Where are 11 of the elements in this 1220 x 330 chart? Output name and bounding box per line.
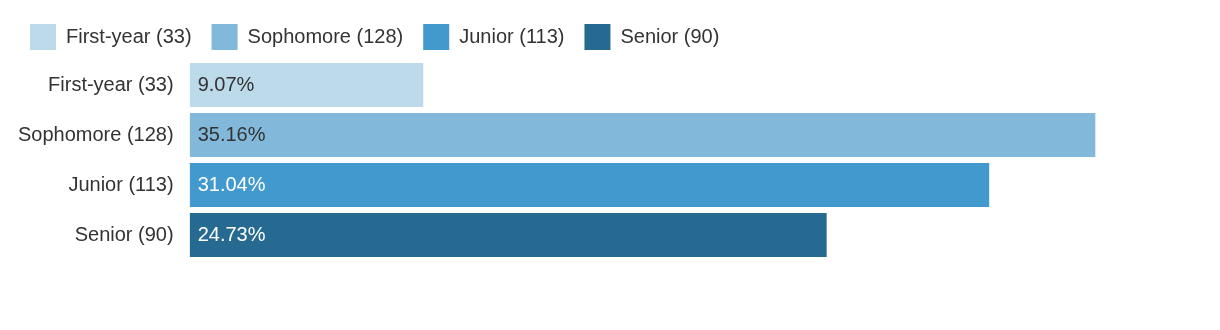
data-label: 24.73% — [197, 222, 266, 245]
y-tick-label: Sophomore (128) — [17, 122, 174, 145]
y-tick-label: Senior (90) — [74, 222, 174, 245]
legend-label: Senior (90) — [620, 24, 720, 47]
y-tick-label: Junior (113) — [68, 172, 174, 195]
legend-label: Junior (113) — [459, 24, 565, 47]
data-label: 35.16% — [197, 122, 266, 145]
y-tick-label: First-year (33) — [48, 72, 174, 95]
data-label: 31.04% — [197, 172, 266, 195]
legend-label: Sophomore (128) — [247, 24, 404, 47]
data-label: 9.07% — [197, 72, 255, 95]
